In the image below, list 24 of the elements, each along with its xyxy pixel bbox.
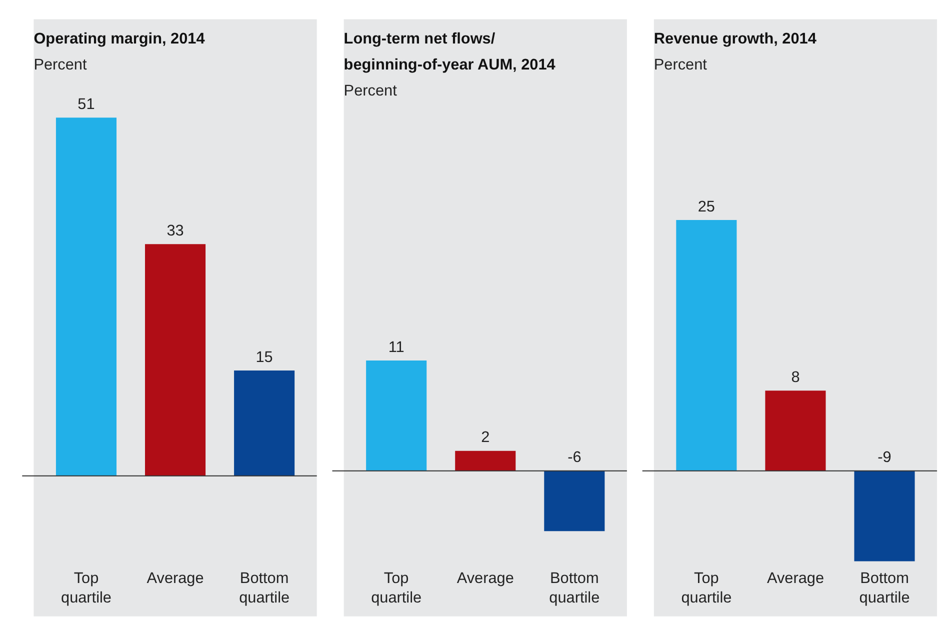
- text: Percent: [654, 56, 708, 74]
- x-tick-label: Average: [146, 570, 204, 588]
- x-tick-label: Bottom quartile: [549, 570, 600, 606]
- x-tick-label: Top quartile: [371, 570, 422, 606]
- x-tick-label: Average: [456, 570, 514, 588]
- data-label: 33: [166, 222, 184, 240]
- text: Operating margin, 2014: [34, 30, 206, 48]
- data-label: 15: [256, 348, 273, 366]
- data-label: 25: [698, 198, 715, 216]
- x-tick-label: Top quartile: [60, 570, 112, 606]
- x-tick-label: Top quartile: [681, 570, 732, 606]
- data-label: 51: [78, 96, 95, 113]
- text: Long-term net flows/ beginning-of-year AUM, 2014: [344, 30, 556, 74]
- data-label: 2: [481, 429, 490, 446]
- text: Revenue growth, 2014: [654, 30, 817, 48]
- data-label: 8: [791, 368, 800, 386]
- x-tick-label: Bottom quartile: [859, 570, 910, 606]
- text: Percent: [344, 82, 398, 100]
- text: Percent: [34, 56, 88, 74]
- x-tick-label: Bottom quartile: [239, 570, 290, 606]
- x-tick-label: Average: [766, 570, 824, 588]
- data-label: -9: [878, 449, 892, 466]
- data-label: -6: [568, 449, 582, 466]
- data-label: 11: [388, 338, 404, 356]
